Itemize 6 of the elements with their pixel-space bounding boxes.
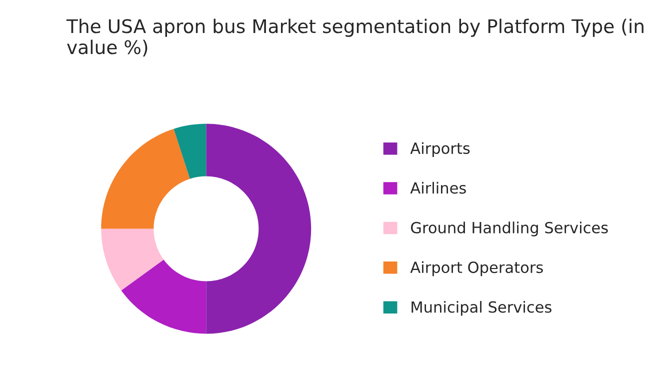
chart-title: The USA apron bus Market segmentation by Platform Type (in value %)	[66, 18, 644, 56]
legend-label: Ground Handling Services	[411, 222, 608, 236]
legend-label: Municipal Services	[412, 300, 552, 316]
legend-label: Airlines	[410, 182, 466, 194]
legend-label: Airports	[410, 142, 470, 157]
legend-label: Airport Operators	[410, 261, 543, 276]
